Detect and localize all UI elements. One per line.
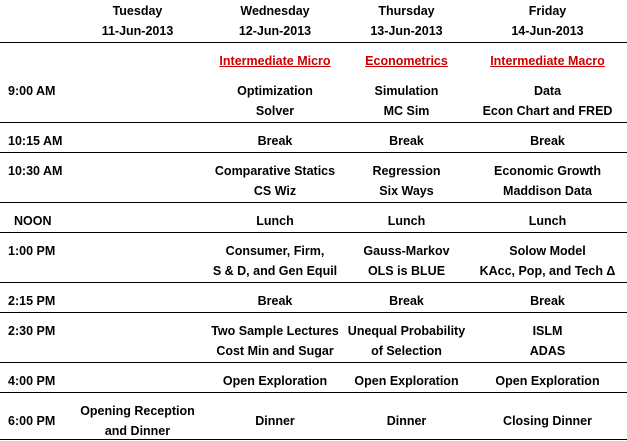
thu-noon-lunch: Lunch <box>387 214 426 228</box>
wed-9am-line1: Optimization <box>237 84 313 98</box>
wed-4pm-exploration: Open Exploration <box>222 374 328 388</box>
row-divider <box>0 152 627 153</box>
fri-4pm-exploration: Open Exploration <box>495 374 600 388</box>
row-divider <box>0 312 627 313</box>
wed-9am-line2: Solver <box>255 104 295 118</box>
fri-1030-line1: Economic Growth <box>494 164 601 178</box>
time-label: 6:00 PM <box>8 414 56 428</box>
fri-1pm-line2: KAcc, Pop, and Tech Δ <box>479 264 616 278</box>
thu-4pm-exploration: Open Exploration <box>354 374 459 388</box>
time-label: NOON <box>14 214 52 228</box>
time-label: 10:15 AM <box>8 134 63 148</box>
fri-9am-line2: Econ Chart and FRED <box>482 104 613 118</box>
fri-230-line1: ISLM <box>532 324 563 338</box>
day-name-friday: Friday <box>528 4 567 18</box>
wed-noon-lunch: Lunch <box>256 214 294 228</box>
day-name-wednesday: Wednesday <box>240 4 310 18</box>
thu-9am-line1: Simulation <box>374 84 439 98</box>
wed-6pm-dinner: Dinner <box>255 414 295 428</box>
day-date-friday: 14-Jun-2013 <box>511 24 584 38</box>
time-label: 4:00 PM <box>8 374 56 388</box>
bottom-divider <box>0 439 627 440</box>
day-name-tuesday: Tuesday <box>112 4 163 18</box>
wed-1pm-line2: S & D, and Gen Equil <box>212 264 338 278</box>
row-divider <box>0 122 627 123</box>
thu-1030-line2: Six Ways <box>379 184 434 198</box>
fri-1015-break: Break <box>530 134 565 148</box>
time-label: 1:00 PM <box>8 244 56 258</box>
wed-1015-break: Break <box>257 134 293 148</box>
fri-noon-lunch: Lunch <box>528 214 567 228</box>
thu-9am-line2: MC Sim <box>383 104 430 118</box>
header-divider <box>0 42 627 43</box>
thu-215-break: Break <box>389 294 424 308</box>
fri-6pm-dinner: Closing Dinner <box>503 414 592 428</box>
fri-1030-line2: Maddison Data <box>503 184 592 198</box>
wed-230-line1: Two Sample Lectures <box>211 324 339 338</box>
fri-9am-line1: Data <box>533 84 562 98</box>
fri-230-line2: ADAS <box>529 344 566 358</box>
day-date-tuesday: 11-Jun-2013 <box>101 24 174 38</box>
course-link-econometrics[interactable]: Econometrics <box>365 54 448 68</box>
thu-1030-line1: Regression <box>372 164 441 178</box>
time-label: 9:00 AM <box>8 84 56 98</box>
wed-1pm-line1: Consumer, Firm, <box>225 244 325 258</box>
wed-1030-line2: CS Wiz <box>253 184 297 198</box>
row-divider <box>0 202 627 203</box>
thu-6pm-dinner: Dinner <box>386 414 427 428</box>
day-date-wednesday: 12-Jun-2013 <box>238 24 312 38</box>
tue-6pm-line2: and Dinner <box>104 424 171 438</box>
wed-230-line2: Cost Min and Sugar <box>216 344 334 358</box>
fri-215-break: Break <box>530 294 565 308</box>
day-date-thursday: 13-Jun-2013 <box>370 24 443 38</box>
row-divider <box>0 392 627 393</box>
time-label: 2:30 PM <box>8 324 56 338</box>
thu-1pm-line2: OLS is BLUE <box>367 264 446 278</box>
row-divider <box>0 282 627 283</box>
wed-1030-line1: Comparative Statics <box>214 164 336 178</box>
thu-230-line2: of Selection <box>371 344 442 358</box>
fri-1pm-line1: Solow Model <box>509 244 586 258</box>
tue-6pm-line1: Opening Reception <box>80 404 195 418</box>
row-divider <box>0 362 627 363</box>
row-divider <box>0 232 627 233</box>
thu-230-line1: Unequal Probability <box>347 324 466 338</box>
day-name-thursday: Thursday <box>378 4 435 18</box>
time-label: 2:15 PM <box>8 294 56 308</box>
time-label: 10:30 AM <box>8 164 63 178</box>
thu-1pm-line1: Gauss-Markov <box>363 244 450 258</box>
thu-1015-break: Break <box>389 134 424 148</box>
wed-215-break: Break <box>257 294 293 308</box>
course-link-intermediate-macro[interactable]: Intermediate Macro <box>490 54 605 68</box>
course-link-intermediate-micro[interactable]: Intermediate Micro <box>219 54 331 68</box>
